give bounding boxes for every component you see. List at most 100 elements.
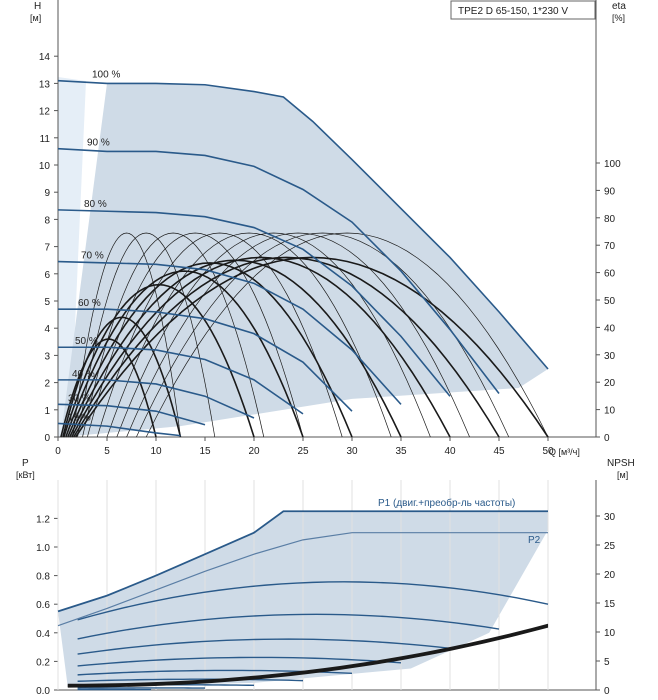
curve-label: 90 % xyxy=(87,138,110,149)
y2-tick-label: 0 xyxy=(604,433,610,444)
power-curve xyxy=(77,678,304,682)
p-tick-label: 0.8 xyxy=(36,572,50,583)
y2-tick-label: 30 xyxy=(604,351,616,362)
y-tick-label: 5 xyxy=(44,297,50,308)
x-tick-label: 20 xyxy=(248,446,260,457)
y-tick-label: 11 xyxy=(40,134,51,145)
top-y2label: eta xyxy=(612,1,626,12)
y2-tick-label: 40 xyxy=(604,323,616,334)
power-curve xyxy=(77,581,549,621)
bottom-ylabel: P xyxy=(22,458,29,469)
y2-tick-label: 10 xyxy=(604,406,616,417)
x-tick-label: 45 xyxy=(493,446,505,457)
y-tick-label: 0 xyxy=(44,433,50,444)
npsh-curve xyxy=(67,623,549,685)
chart-title: TPE2 D 65-150, 1*230 V xyxy=(458,6,568,17)
npsh-tick-label: 0 xyxy=(604,686,610,697)
p-tick-label: 0.4 xyxy=(36,629,50,640)
x-tick-label: 10 xyxy=(150,446,162,457)
pump-curve-40 xyxy=(58,379,255,419)
power-curve xyxy=(77,656,402,667)
y2-tick-label: 70 xyxy=(604,241,616,252)
curve-label: 40 % xyxy=(72,369,95,380)
npsh-curve xyxy=(67,626,549,688)
npsh-tick-label: 5 xyxy=(604,657,610,668)
pump-curve-80 xyxy=(57,209,451,397)
efficiency-curve xyxy=(77,232,216,438)
p1-curve xyxy=(57,510,548,613)
pump-curve-50 xyxy=(58,346,304,415)
pump-curve-60 xyxy=(58,308,353,412)
curve-label: 80 % xyxy=(84,199,107,210)
y2-tick-label: 100 xyxy=(604,159,621,170)
bottom-y2unit: [м] xyxy=(617,470,628,480)
npsh-tick-label: 30 xyxy=(604,512,616,523)
pump-curve-100 xyxy=(57,79,549,370)
bottom-chart: 0.0 0.2 0.4 0.6 0.8 1.0 1.2 0 5 10 15 20 25 30 xyxy=(36,480,616,697)
pump-curve-70 xyxy=(57,260,402,405)
y2-tick-label: 20 xyxy=(604,378,616,389)
pump-curve-90 xyxy=(57,147,500,394)
curve-label: 100 % xyxy=(92,70,120,81)
curve-label: 60 % xyxy=(78,298,101,309)
efficiency-curve xyxy=(87,232,304,438)
y-tick-label: 4 xyxy=(44,324,50,335)
npsh-tick-label: 20 xyxy=(604,570,616,581)
x-tick-label: 50 xyxy=(542,446,554,457)
p1-label: P1 (двиг.+преобр-ль частоты) xyxy=(378,497,515,509)
top-ylabel: H xyxy=(34,1,41,12)
y2-tick-label: 50 xyxy=(604,296,616,307)
y-tick-label: 3 xyxy=(44,351,50,362)
y-tick-label: 10 xyxy=(39,161,51,172)
bottom-yunit: [кВт] xyxy=(16,470,35,480)
npsh-curve xyxy=(67,624,549,686)
p2-curve xyxy=(57,532,548,627)
p-tick-label: 0.6 xyxy=(36,600,50,611)
title-box: TPE2 D 65-150, 1*230 V xyxy=(450,0,596,20)
efficiency-curve xyxy=(71,256,451,438)
y-tick-label: 14 xyxy=(39,52,51,63)
curve-label: 30 % xyxy=(68,393,91,404)
y2-tick-label: 80 xyxy=(604,214,616,225)
p-tick-label: 0.2 xyxy=(36,657,50,668)
efficiency-curve xyxy=(74,256,549,438)
y-tick-label: 12 xyxy=(39,107,51,118)
y-tick-label: 1 xyxy=(44,406,50,417)
efficiency-curve xyxy=(96,232,343,438)
pump-curve-19 xyxy=(57,422,181,437)
curve-label: 50 % xyxy=(75,336,98,347)
p-tick-label: 1.0 xyxy=(36,543,50,554)
efficiency-curve xyxy=(67,262,353,438)
p-tick-label: 0.0 xyxy=(36,686,50,697)
pump-curve-30 xyxy=(57,403,206,426)
efficiency-curve xyxy=(106,232,392,438)
efficiency-curve xyxy=(72,232,181,438)
bottom-y2label: NPSH xyxy=(607,458,635,469)
x-tick-label: 15 xyxy=(199,446,211,457)
npsh-curve xyxy=(67,624,549,686)
y2-tick-label: 90 xyxy=(604,186,616,197)
npsh-curve xyxy=(67,626,549,688)
x-tick-label: 0 xyxy=(55,446,61,457)
p2-label: P2 xyxy=(528,535,541,546)
x-tick-label: 40 xyxy=(444,446,456,457)
y-tick-label: 13 xyxy=(39,79,51,90)
power-curve xyxy=(77,638,451,655)
npsh-tick-label: 10 xyxy=(604,628,616,639)
curve-label: 70 % xyxy=(81,251,104,262)
x-tick-label: 35 xyxy=(395,446,407,457)
npsh-tick-label: 25 xyxy=(604,541,616,552)
y2-tick-label: 60 xyxy=(604,269,616,280)
curve-label: 19 % xyxy=(68,412,91,423)
efficiency-curve xyxy=(136,232,510,438)
npsh-tick-label: 15 xyxy=(604,599,616,610)
top-yunit: [м] xyxy=(30,13,41,23)
y-tick-label: 9 xyxy=(44,188,50,199)
power-curve xyxy=(77,613,500,640)
y-tick-label: 2 xyxy=(44,379,50,390)
efficiency-curve xyxy=(82,232,265,438)
p-tick-label: 1.2 xyxy=(36,514,50,525)
efficiency-curve xyxy=(65,270,304,438)
